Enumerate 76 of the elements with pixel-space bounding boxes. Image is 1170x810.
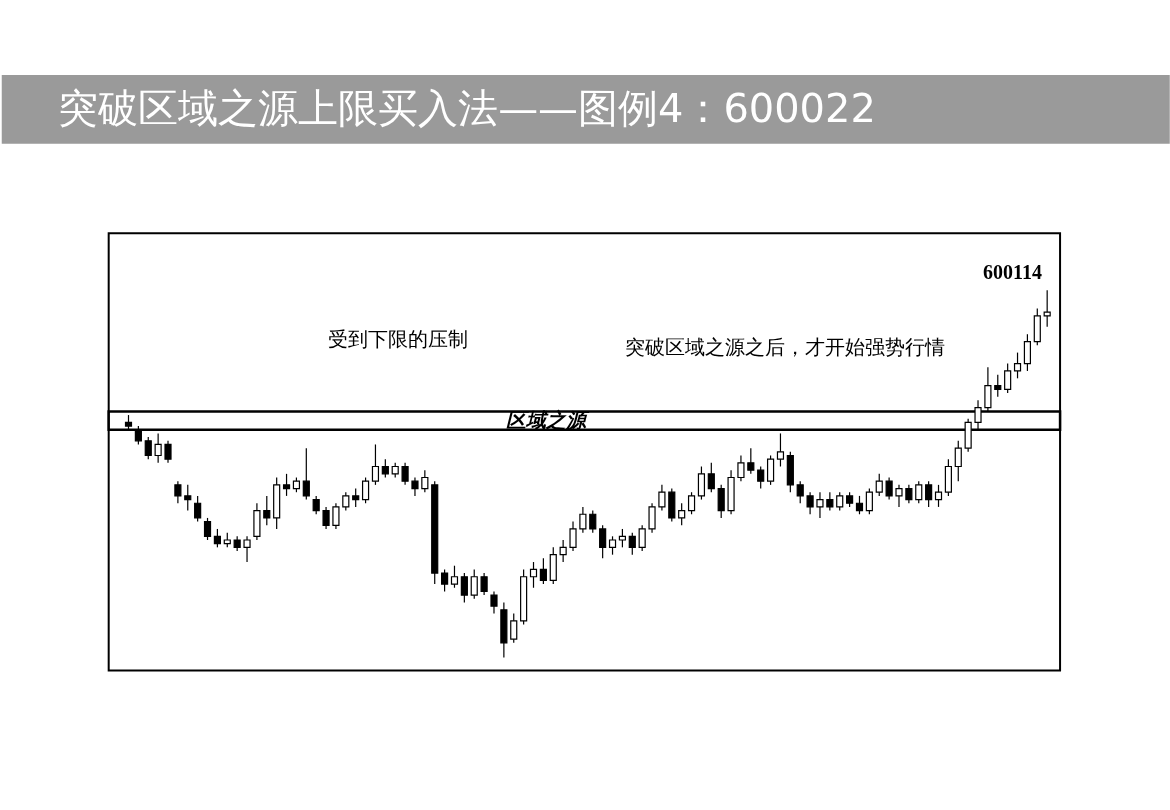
candlestick xyxy=(194,495,202,523)
text: 600114 xyxy=(983,260,1042,283)
candlestick xyxy=(905,484,913,504)
candlestick xyxy=(697,465,706,501)
candlestick xyxy=(441,568,449,593)
candlestick xyxy=(855,495,864,515)
candlestick xyxy=(589,509,597,534)
candlestick xyxy=(895,484,903,508)
candlestick xyxy=(490,590,498,615)
candlestick xyxy=(243,535,251,563)
candlestick xyxy=(638,524,646,552)
candlestick xyxy=(717,484,725,519)
candlestick xyxy=(164,440,172,464)
candlestick xyxy=(450,565,459,589)
candlestick xyxy=(628,532,636,556)
candlestick xyxy=(342,491,350,512)
annotation: 突破区域之源之后，才开始强势行情 xyxy=(625,335,946,358)
candlestick xyxy=(302,447,310,501)
candlestick xyxy=(144,436,152,460)
candlestick xyxy=(737,454,745,482)
candlestick xyxy=(687,491,696,515)
candlestick xyxy=(747,447,755,475)
candlestick xyxy=(381,458,389,479)
candlestick xyxy=(539,557,547,585)
annotation: 受到下限的压制 xyxy=(327,328,468,351)
candlestick xyxy=(994,374,1002,398)
candlestick xyxy=(213,528,221,548)
candlestick xyxy=(865,487,873,515)
candlestick xyxy=(885,476,893,501)
candlestick xyxy=(174,480,182,504)
candlestick xyxy=(371,443,380,486)
candlestick xyxy=(480,572,488,596)
candlestick xyxy=(282,473,291,497)
candlestick xyxy=(322,506,330,530)
candlestick xyxy=(836,491,844,512)
candlestick xyxy=(332,502,340,530)
candlestick xyxy=(559,539,567,563)
candlestick xyxy=(529,561,538,589)
candlestick xyxy=(579,506,587,534)
candlestick xyxy=(361,476,370,504)
candlestick xyxy=(470,568,478,600)
candlestick xyxy=(915,480,923,504)
candlestick xyxy=(816,491,824,519)
candlestick xyxy=(510,612,518,644)
candlestick xyxy=(460,572,468,604)
candlestick xyxy=(757,465,765,490)
candlestick xyxy=(658,484,666,512)
candlestick xyxy=(618,528,626,548)
candlestick xyxy=(184,484,192,512)
candlestick xyxy=(1004,363,1012,394)
candlestick xyxy=(648,502,656,534)
candlestick xyxy=(707,462,715,493)
candlestick xyxy=(806,491,814,515)
candlestick xyxy=(352,487,360,508)
candlestick xyxy=(826,491,834,512)
chart-title: 突破区域之源上限买入法——图例4：600022 xyxy=(58,84,876,131)
candlestick xyxy=(569,521,577,552)
candlestick xyxy=(401,462,409,486)
candlestick xyxy=(599,524,607,559)
candlestick xyxy=(154,432,162,464)
candlestick xyxy=(263,495,271,526)
candlestick xyxy=(796,480,804,504)
candlestick xyxy=(678,502,686,526)
candlestick xyxy=(925,480,933,508)
candlestick xyxy=(1023,333,1032,372)
candlestick xyxy=(608,535,617,556)
candlestick xyxy=(875,473,883,497)
candlestick xyxy=(776,432,785,468)
candlestick xyxy=(411,476,419,497)
candlestick xyxy=(954,440,962,482)
candlestick xyxy=(421,469,429,493)
candlestick xyxy=(1013,351,1022,379)
candlestick xyxy=(312,495,320,515)
candlestick xyxy=(203,517,212,541)
candlestick xyxy=(934,484,943,508)
candlestick xyxy=(766,454,775,486)
